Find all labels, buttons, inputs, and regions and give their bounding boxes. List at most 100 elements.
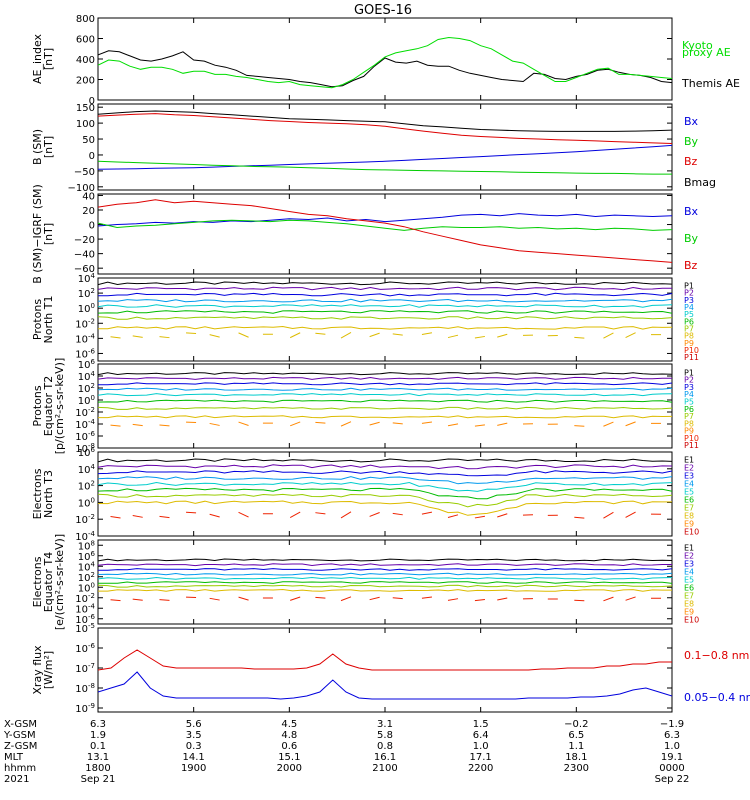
sparse-segment xyxy=(290,421,301,427)
x-axis-row-label: 2021 xyxy=(4,774,29,785)
channel-line-3 xyxy=(98,567,672,571)
sparse-segment xyxy=(186,332,197,334)
sparse-segment xyxy=(474,599,485,602)
y-tick-label: 10-6 xyxy=(75,430,95,443)
legend-entry: Bx xyxy=(684,115,699,128)
sparse-segment xyxy=(497,333,508,338)
sparse-segment xyxy=(625,421,636,427)
sparse-segment xyxy=(159,424,170,427)
y-axis-label: ProtonsNorth T1 xyxy=(31,296,55,344)
legend-entry: 0.05−0.4 nm xyxy=(684,691,750,704)
channel-line-4 xyxy=(98,572,672,576)
x-axis-value: 18.1 xyxy=(565,752,587,763)
legend-entry: E5 xyxy=(684,487,694,496)
y-tick-label: 104 xyxy=(78,370,96,383)
legend-entry: P7 xyxy=(684,412,694,421)
sparse-segment xyxy=(209,597,220,601)
y-tick-label: −40 xyxy=(74,250,95,261)
panel-plot-area xyxy=(98,372,672,427)
panel-plot-area xyxy=(98,110,672,175)
sparse-segment xyxy=(132,515,143,518)
sparse-segment xyxy=(574,336,585,339)
y-tick-label: 102 xyxy=(78,287,95,300)
legend-entry: E2 xyxy=(684,551,694,560)
x-axis-value: 6.3 xyxy=(664,730,680,741)
channel-line-7 xyxy=(98,316,672,320)
sparse-segment xyxy=(209,513,220,518)
x-axis-value: 2200 xyxy=(468,763,493,774)
sparse-segment xyxy=(421,421,433,424)
sparse-segment xyxy=(625,511,636,518)
x-axis-value: 6.5 xyxy=(568,730,584,741)
legend-entry: P1 xyxy=(684,281,694,290)
channel-line-5 xyxy=(98,304,672,308)
legend-entry: P6 xyxy=(684,405,694,414)
y-tick-label: 10-8 xyxy=(75,442,95,455)
panel-frame xyxy=(97,451,673,537)
channel-line-2 xyxy=(98,464,672,470)
x-axis-value: 1.0 xyxy=(664,741,680,752)
legend-entry: Kyoto xyxy=(682,39,713,52)
sparse-segment xyxy=(315,332,326,335)
legend-entry: E8 xyxy=(684,511,694,520)
y-tick-label: 600 xyxy=(76,35,95,46)
x-axis-value: 1.9 xyxy=(90,730,106,741)
sparse-segment xyxy=(238,421,249,426)
legend-entry: P9 xyxy=(684,339,694,348)
legend-entry: P8 xyxy=(684,332,694,341)
panel-2: 150 100 50 0 −50 −100 B (SM)[nT] Bx By Bz Bmag xyxy=(31,103,716,194)
x-axis-value: 0000 xyxy=(659,763,684,774)
legend-entry: E9 xyxy=(684,607,694,616)
y-tick-label: 10-6 xyxy=(75,642,95,655)
legend-entry: E10 xyxy=(684,527,699,536)
sparse-segment xyxy=(110,516,121,519)
sparse-segment xyxy=(340,332,352,339)
sparse-segment xyxy=(421,332,433,336)
panel-legend: Bx By Bz Bmag xyxy=(684,115,716,189)
x-axis-value: Sep 21 xyxy=(81,774,116,785)
sparse-segment xyxy=(340,511,352,519)
sparse-segment xyxy=(447,423,459,427)
sparse-segment xyxy=(497,513,508,518)
y-tick-label: 40 xyxy=(82,191,95,202)
legend-entry: P6 xyxy=(684,317,694,326)
channel-line-1 xyxy=(98,372,672,376)
y-tick-label: 102 xyxy=(78,571,95,584)
y-axis-label: AE_index[nT] xyxy=(31,33,55,84)
series-line-bz xyxy=(98,199,672,263)
legend-entry: Themis AE xyxy=(681,77,740,90)
channel-line-2 xyxy=(98,286,672,291)
y-tick-label: 104 xyxy=(78,560,96,573)
legend-entry: E3 xyxy=(684,559,694,568)
x-axis-value: 1.5 xyxy=(473,719,489,730)
x-axis-value: 13.1 xyxy=(87,752,109,763)
y-tick-label: 104 xyxy=(78,272,96,285)
legend-entry: E6 xyxy=(684,583,694,592)
x-axis-value: 4.8 xyxy=(281,730,297,741)
sparse-segment xyxy=(447,514,459,518)
panel-4: 104 102 100 10-2 10-4 10-6 ProtonsNorth T1 P1P2… xyxy=(31,272,699,362)
channel-line-2 xyxy=(98,376,672,380)
legend-entry: Bx xyxy=(684,205,699,218)
y-tick-label: 10-4 xyxy=(75,332,95,345)
legend-entry: P5 xyxy=(684,310,694,319)
x-axis-value: 6.3 xyxy=(90,719,106,730)
y-axis-label: B (SM)[nT] xyxy=(31,129,55,165)
channel-line-2 xyxy=(98,563,672,567)
x-axis-value: 1.1 xyxy=(568,741,584,752)
legend-entry: E10 xyxy=(684,615,699,624)
sparse-segment xyxy=(603,511,614,519)
channel-line-3 xyxy=(98,470,672,477)
series-line-themis-ae xyxy=(98,50,672,88)
y-axis-label: ProtonsEquator T2[p/(cm²-s-sr-keV)] xyxy=(31,358,66,455)
sparse-segment xyxy=(290,596,301,601)
legend-entry: P11 xyxy=(684,353,699,362)
sparse-segment xyxy=(574,516,585,519)
sparse-segment xyxy=(315,512,326,515)
y-tick-label: −60 xyxy=(74,264,95,275)
channel-line-8 xyxy=(98,588,672,592)
